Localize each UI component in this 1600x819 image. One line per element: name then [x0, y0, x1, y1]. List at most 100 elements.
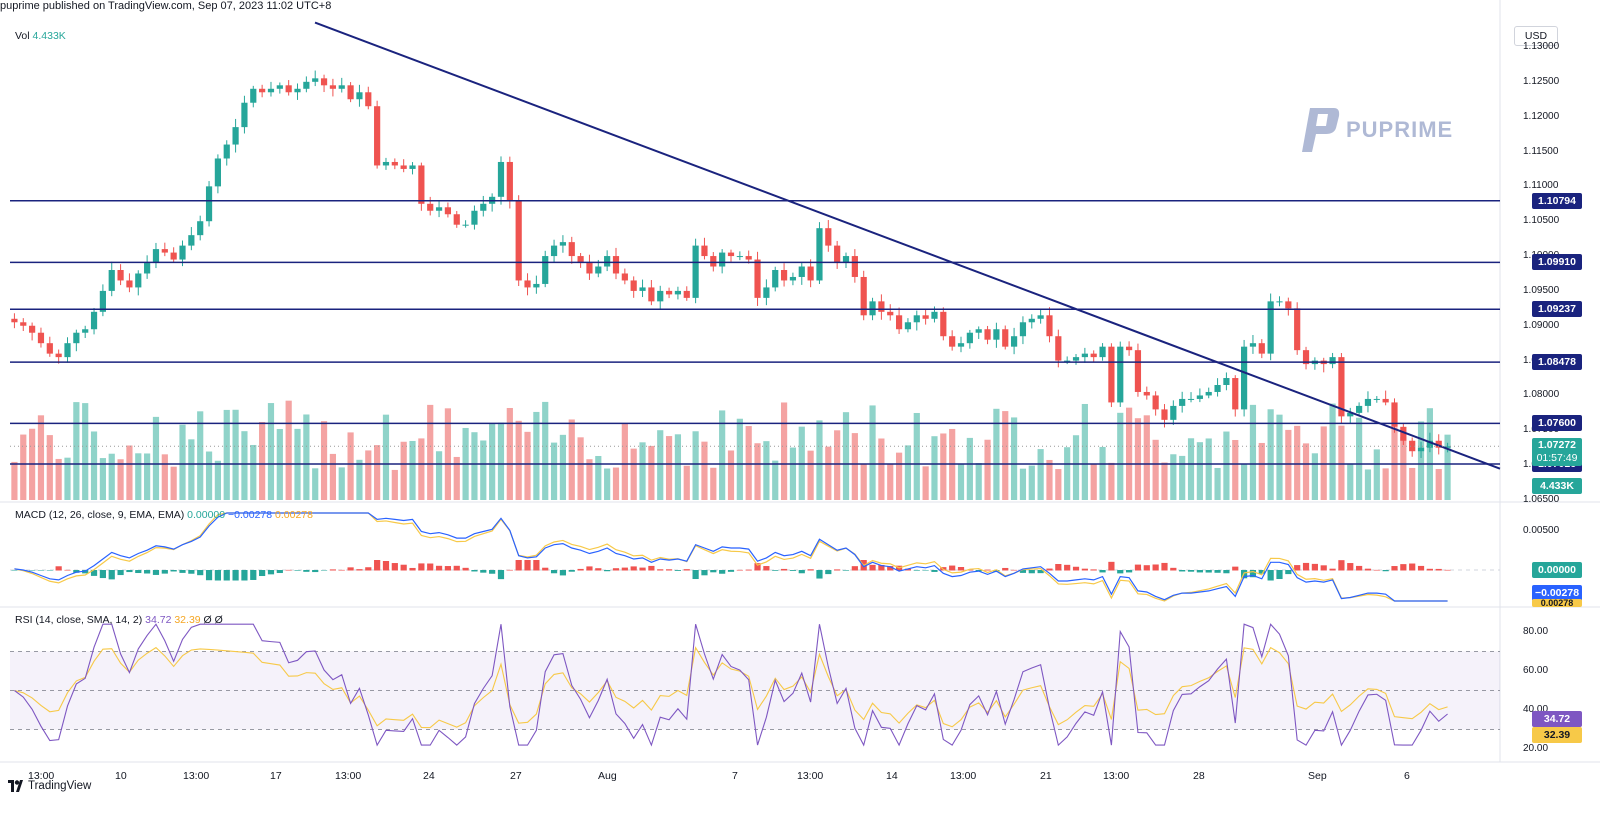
macd-hist-bar — [1276, 570, 1283, 580]
candle-body — [577, 256, 584, 264]
candle-body — [232, 127, 239, 145]
macd-hist-bar — [524, 560, 531, 571]
candle-body — [692, 245, 699, 298]
volume-bar — [1294, 425, 1301, 500]
volume-bar — [471, 432, 478, 500]
macd-hist-bar — [1302, 562, 1310, 571]
candle-body — [1161, 409, 1168, 420]
volume-bar — [1090, 464, 1097, 500]
macd-hist-bar — [1214, 570, 1221, 573]
macd-hist-bar — [382, 561, 390, 571]
candle-body — [745, 256, 752, 260]
volume-bar — [409, 440, 416, 500]
volume-bar — [1143, 415, 1150, 500]
volume-bar — [267, 403, 275, 500]
volume-bar — [957, 463, 965, 500]
macd-hist-bar — [90, 570, 98, 576]
macd-hist-bar — [1117, 570, 1124, 574]
candle-body — [763, 287, 770, 298]
volume-bar — [241, 431, 248, 500]
volume-bar — [506, 407, 513, 500]
candle-body — [1090, 353, 1097, 358]
price-axis-label: 1.10500 — [1523, 215, 1560, 227]
macd-hist-bar — [223, 570, 230, 581]
candle-body — [993, 329, 1000, 340]
macd-hist-bar — [1064, 564, 1071, 571]
price-axis-label: 1.06500 — [1523, 494, 1560, 505]
candle-body — [586, 263, 593, 274]
macd-hist-bar — [329, 569, 336, 571]
macd-hist-bar — [878, 564, 885, 571]
volume-bar — [135, 453, 142, 500]
volume-bar — [533, 411, 540, 500]
macd-hist-bar — [1258, 570, 1265, 574]
volume-bar — [1179, 455, 1186, 500]
volume-bar — [250, 444, 257, 500]
volume-bar — [1028, 465, 1035, 500]
macd-signal-line — [14, 512, 1448, 602]
macd-hist-bar — [471, 570, 478, 572]
macd-hist-bar — [152, 570, 160, 575]
watermark-text: PUPRIME — [1346, 117, 1454, 142]
candle-body — [90, 311, 98, 330]
candle-body — [1099, 346, 1106, 358]
volume-bar — [82, 403, 89, 500]
price-axis-label: 1.09500 — [1523, 284, 1560, 296]
macd-hist-bar — [391, 563, 398, 571]
macd-hist-bar — [577, 568, 584, 571]
tradingview-logo[interactable]: TradingView — [8, 780, 91, 792]
time-axis-label: 10 — [115, 770, 127, 782]
price-axis-label: 1.11500 — [1523, 145, 1559, 157]
candle-body — [1241, 346, 1248, 410]
macd-hist-bar — [1143, 565, 1150, 571]
volume-bar — [1329, 403, 1336, 500]
candle-body — [347, 85, 354, 100]
volume-bar — [1126, 407, 1133, 500]
macd-hist-bar — [931, 570, 938, 572]
price-axis-label: 1.09000 — [1523, 319, 1560, 331]
candle-body — [550, 245, 558, 257]
candle-body — [1081, 353, 1088, 358]
rsi-axis-label: 80.00 — [1523, 626, 1549, 637]
candle-body — [1028, 318, 1035, 323]
macd-hist-bar — [1400, 564, 1407, 571]
macd-axis-label: 0.00500 — [1523, 525, 1560, 536]
candle-body — [1205, 391, 1212, 396]
candle-body — [365, 92, 372, 107]
macd-hist-bar — [1391, 566, 1398, 571]
candle-body — [878, 301, 885, 312]
candle-body — [480, 203, 487, 211]
candle-body — [940, 311, 947, 337]
tradingview-text: TradingView — [28, 780, 92, 792]
volume-bar — [1249, 404, 1257, 500]
currency-button[interactable]: USD — [1514, 26, 1558, 46]
macd-hist-bar — [232, 570, 239, 581]
volume-bar — [1311, 453, 1318, 500]
macd-hist-bar — [29, 570, 36, 571]
time-axis-label: 13:00 — [28, 770, 55, 782]
candle-body — [674, 290, 682, 295]
macd-hist-bar — [1090, 569, 1097, 571]
volume-bar — [46, 435, 53, 500]
volume-bar — [1258, 442, 1265, 500]
time-axis-label: 13:00 — [950, 770, 977, 782]
volume-bar — [1320, 426, 1327, 500]
volume-bar — [1267, 409, 1274, 500]
volume-bar — [727, 450, 735, 500]
macd-hist-bar — [612, 568, 620, 571]
volume-bar — [825, 446, 832, 500]
candle-body — [842, 256, 850, 264]
volume-bar — [966, 437, 973, 500]
macd-hist-bar — [1382, 570, 1389, 572]
current-price-value: 1.07272 — [1538, 439, 1576, 452]
volume-bar — [1382, 468, 1389, 500]
volume-bar — [1196, 442, 1203, 500]
candle-body — [1179, 398, 1186, 406]
macd-hist-bar — [135, 570, 142, 574]
macd-hist-bar — [1426, 568, 1433, 571]
macd-hist-bar — [816, 570, 823, 579]
macd-hist-bar — [568, 570, 575, 572]
volume-bar — [1170, 454, 1177, 500]
candle-body — [780, 270, 788, 281]
